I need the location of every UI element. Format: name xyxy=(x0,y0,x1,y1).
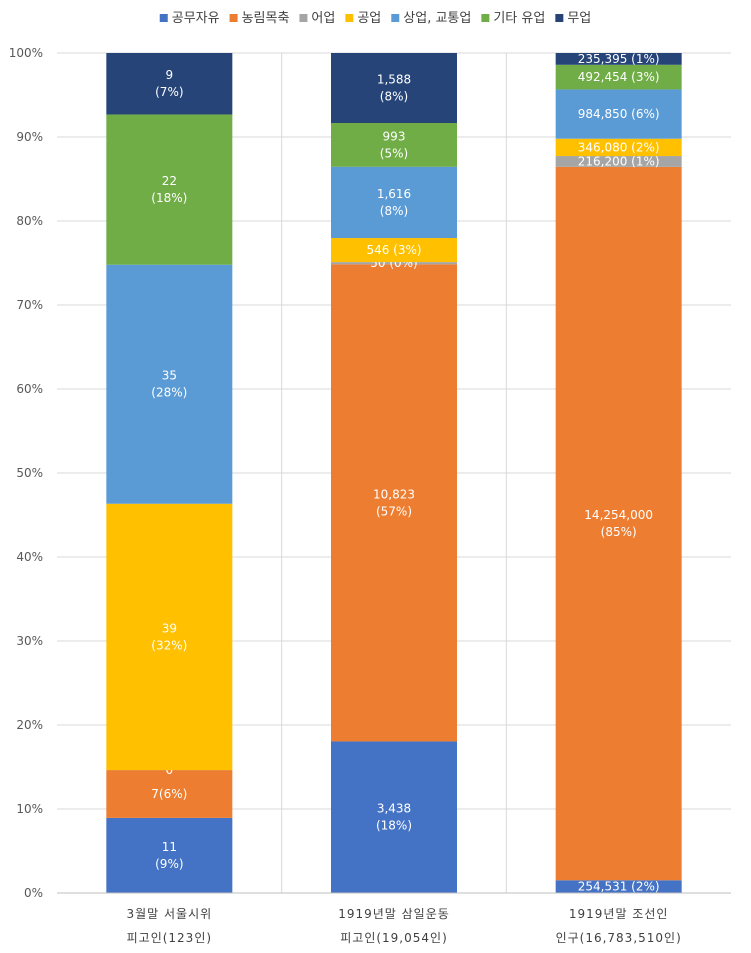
y-tick-label: 40% xyxy=(16,550,43,564)
data-label: (8%) xyxy=(380,90,408,104)
bar-segment xyxy=(331,264,457,742)
legend-swatch xyxy=(229,14,238,22)
data-label: (28%) xyxy=(151,386,187,400)
legend-label: 농림목축 xyxy=(242,11,290,26)
data-label: 492,454 (3%) xyxy=(578,70,660,84)
bar-segment xyxy=(106,264,233,504)
legend-swatch xyxy=(159,14,168,22)
x-category-label: 피고인(19,054인) xyxy=(340,931,448,945)
y-tick-label: 100% xyxy=(9,46,43,60)
x-category-label: 인구(16,783,510인) xyxy=(556,931,682,945)
y-tick-label: 10% xyxy=(16,802,43,816)
bar-segment xyxy=(331,741,457,893)
legend-label: 공업 xyxy=(357,11,381,26)
data-label: 9 xyxy=(166,68,174,82)
y-tick-label: 50% xyxy=(16,466,43,480)
data-label: (85%) xyxy=(601,525,637,539)
data-label: 14,254,000 xyxy=(584,508,653,522)
y-tick-label: 20% xyxy=(16,718,43,732)
data-label: 254,531 (2%) xyxy=(578,880,660,894)
data-label: 216,200 (1%) xyxy=(578,154,660,168)
y-tick-label: 70% xyxy=(16,298,43,312)
data-label: (8%) xyxy=(380,204,408,218)
y-tick-label: 60% xyxy=(16,382,43,396)
bar-segment xyxy=(555,156,682,167)
legend-item: 공업 xyxy=(345,11,381,26)
legend-label: 기타 유업 xyxy=(493,11,545,26)
bar-segment xyxy=(331,166,457,239)
legend-label: 어업 xyxy=(311,11,335,26)
legend-swatch xyxy=(555,14,564,22)
legend-item: 어업 xyxy=(299,11,335,26)
bar-segment xyxy=(555,64,682,90)
data-label: 22 xyxy=(162,174,177,188)
data-label: 235,395 (1%) xyxy=(578,52,660,66)
y-tick-label: 0% xyxy=(24,886,43,900)
data-label: (18%) xyxy=(376,819,412,833)
bar-segment xyxy=(555,138,682,157)
legend-swatch xyxy=(481,14,490,22)
legend-label: 무업 xyxy=(567,11,591,26)
data-label: 984,850 (6%) xyxy=(578,107,660,121)
bar-segment xyxy=(555,53,682,65)
y-axis: 0% 10% 20% 30% 40% 50% 60% 70% 80% 90% 100% xyxy=(9,46,43,900)
bar-segment xyxy=(555,880,682,893)
bar-segment xyxy=(331,262,457,265)
x-category-label: 1919년말 조선인 xyxy=(569,907,669,921)
legend-label: 상업, 교통업 xyxy=(403,11,471,26)
data-label: 346,080 (2%) xyxy=(578,140,660,154)
data-label: 35 xyxy=(162,369,177,383)
y-tick-label: 80% xyxy=(16,214,43,228)
bar-segment xyxy=(331,238,457,263)
data-label: (7%) xyxy=(155,85,183,99)
data-label: 11 xyxy=(162,840,177,854)
data-label: 1,588 xyxy=(377,73,411,87)
bars: 11(9%)7(6%)039(32%)35(28%)22(18%)9(7%)3,… xyxy=(106,52,682,894)
bar-segment xyxy=(555,166,682,881)
data-label: 546 (3%) xyxy=(366,243,421,257)
legend-swatch xyxy=(391,14,400,22)
legend-item: 농림목축 xyxy=(229,11,290,26)
y-tick-label: 90% xyxy=(16,130,43,144)
legend-item: 무업 xyxy=(555,11,591,26)
legend-item: 상업, 교통업 xyxy=(391,11,471,26)
bar-segment xyxy=(106,817,233,893)
data-label: 10,823 xyxy=(373,487,415,501)
data-label: (5%) xyxy=(380,146,408,160)
bar-segment xyxy=(106,503,233,771)
bar-segment xyxy=(106,770,233,818)
bar-segment xyxy=(555,89,682,139)
data-label: 3,438 xyxy=(377,802,411,816)
bar-segment xyxy=(106,53,233,115)
bar-segment xyxy=(331,123,457,167)
x-category-label: 피고인(123인) xyxy=(127,931,212,945)
data-label: 7(6%) xyxy=(151,787,187,801)
legend: 공무자유 농림목축 어업 공업 상업, 교통업 기타 유업 무업 xyxy=(159,11,591,26)
data-label: (32%) xyxy=(151,638,187,652)
data-label: 993 xyxy=(383,129,406,143)
legend-label: 공무자유 xyxy=(172,11,220,26)
legend-swatch xyxy=(345,14,354,22)
data-label: (57%) xyxy=(376,504,412,518)
legend-item: 기타 유업 xyxy=(481,11,545,26)
legend-swatch xyxy=(299,14,308,22)
bar-segment xyxy=(106,114,233,265)
data-label: (18%) xyxy=(151,191,187,205)
bar-segment xyxy=(331,53,457,124)
y-tick-label: 30% xyxy=(16,634,43,648)
x-category-label: 1919년말 삼일운동 xyxy=(338,907,450,921)
legend-item: 공무자유 xyxy=(159,11,220,26)
data-label: 39 xyxy=(162,621,177,635)
data-label: (9%) xyxy=(155,857,183,871)
data-label: 1,616 xyxy=(377,187,411,201)
x-category-label: 3월말 서울시위 xyxy=(126,907,212,921)
